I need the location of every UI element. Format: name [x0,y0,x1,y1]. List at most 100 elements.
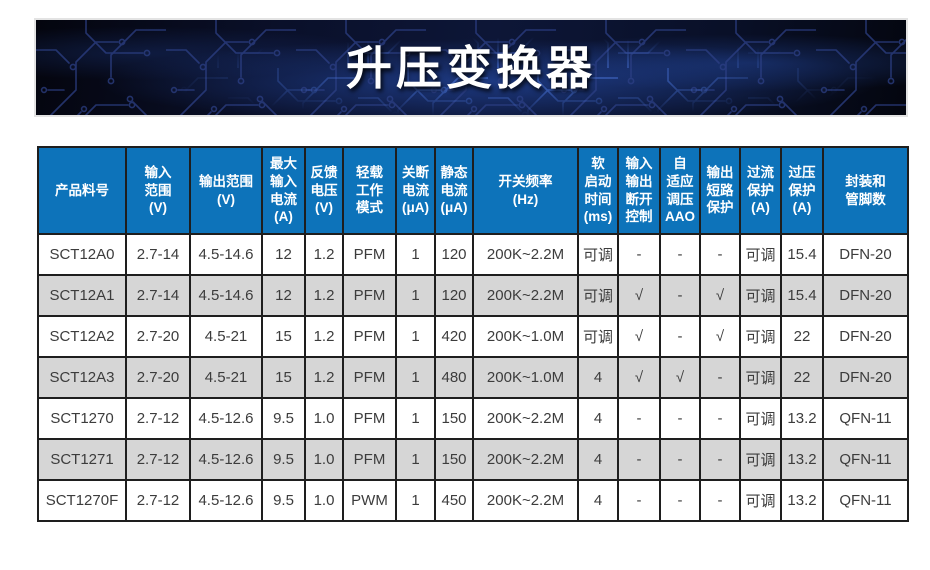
part-number: SCT1270F [37,479,127,522]
cell-adaptive_aao: - [659,397,701,440]
cell-output_short_protection: √ [699,315,741,358]
cell-io_disconnect_control: √ [617,356,661,399]
boost-converter-spec-table: 产品料号 输入 范围 (V) 输出范围 (V) 最大 输入 电流 (A) 反馈 电压 (… [37,146,909,522]
cell-output_range: 4.5-12.6 [189,397,263,440]
cell-input_range: 2.7-14 [125,274,191,317]
cell-adaptive_aao: - [659,274,701,317]
cell-max_input_current: 9.5 [261,479,306,522]
cell-io_disconnect_control: √ [617,315,661,358]
cell-max_input_current: 15 [261,315,306,358]
cell-input_range: 2.7-12 [125,397,191,440]
cell-io_disconnect_control: - [617,438,661,481]
table-row-SCT1270F: SCT1270F 2.7-12 4.5-12.6 9.5 1.0 PWM 1 450 200K~… [37,479,909,522]
cell-light_load_mode: PFM [342,438,397,481]
column-header-io_disconnect_control: 输入 输出 断开 控制 [617,146,661,235]
banner: 升压变换器 [34,18,908,117]
cell-io_disconnect_control: - [617,233,661,276]
cell-quiescent_current: 150 [434,397,474,440]
cell-adaptive_aao: - [659,233,701,276]
table-header-row: 产品料号 输入 范围 (V) 输出范围 (V) 最大 输入 电流 (A) 反馈 电压 (… [37,146,909,235]
part-number: SCT1270 [37,397,127,440]
column-header-overcurrent_protection: 过流 保护 (A) [739,146,782,235]
cell-package_pins: DFN-20 [822,274,909,317]
column-header-feedback_voltage: 反馈 电压 (V) [304,146,344,235]
cell-package_pins: QFN-11 [822,397,909,440]
table-row-SCT1270: SCT1270 2.7-12 4.5-12.6 9.5 1.0 PFM 1 150 200K~2… [37,397,909,440]
cell-adaptive_aao: √ [659,356,701,399]
cell-output_short_protection: - [699,233,741,276]
cell-output_range: 4.5-21 [189,315,263,358]
cell-light_load_mode: PFM [342,397,397,440]
cell-output_short_protection: √ [699,274,741,317]
cell-feedback_voltage: 1.2 [304,356,344,399]
cell-overcurrent_protection: 可调 [739,315,782,358]
column-header-switching_frequency: 开关频率 (Hz) [472,146,579,235]
cell-shutdown_current: 1 [395,397,436,440]
cell-switching_frequency: 200K~2.2M [472,397,579,440]
part-number: SCT12A0 [37,233,127,276]
cell-soft_start_time: 4 [577,479,619,522]
cell-adaptive_aao: - [659,479,701,522]
cell-light_load_mode: PWM [342,479,397,522]
part-number: SCT12A2 [37,315,127,358]
cell-quiescent_current: 150 [434,438,474,481]
cell-input_range: 2.7-20 [125,356,191,399]
part-number: SCT12A1 [37,274,127,317]
cell-output_short_protection: - [699,397,741,440]
cell-soft_start_time: 可调 [577,274,619,317]
cell-overvoltage_protection: 22 [780,315,824,358]
column-header-light_load_mode: 轻载 工作 模式 [342,146,397,235]
cell-package_pins: DFN-20 [822,315,909,358]
cell-switching_frequency: 200K~2.2M [472,479,579,522]
cell-adaptive_aao: - [659,315,701,358]
cell-shutdown_current: 1 [395,356,436,399]
part-number: SCT1271 [37,438,127,481]
cell-overcurrent_protection: 可调 [739,479,782,522]
cell-soft_start_time: 4 [577,356,619,399]
cell-output_range: 4.5-12.6 [189,479,263,522]
circuit-board-pattern-decoration [36,20,906,115]
cell-input_range: 2.7-14 [125,233,191,276]
table-row-SCT12A2: SCT12A2 2.7-20 4.5-21 15 1.2 PFM 1 420 200K~1.0M… [37,315,909,358]
cell-max_input_current: 12 [261,274,306,317]
column-header-max_input_current: 最大 输入 电流 (A) [261,146,306,235]
cell-overvoltage_protection: 22 [780,356,824,399]
cell-package_pins: QFN-11 [822,479,909,522]
column-header-quiescent_current: 静态 电流 (μA) [434,146,474,235]
cell-max_input_current: 9.5 [261,438,306,481]
cell-input_range: 2.7-20 [125,315,191,358]
cell-soft_start_time: 可调 [577,315,619,358]
cell-feedback_voltage: 1.0 [304,479,344,522]
cell-output_short_protection: - [699,356,741,399]
cell-quiescent_current: 120 [434,233,474,276]
cell-output_range: 4.5-14.6 [189,233,263,276]
table-row-SCT12A3: SCT12A3 2.7-20 4.5-21 15 1.2 PFM 1 480 200K~1.0M… [37,356,909,399]
cell-overvoltage_protection: 13.2 [780,397,824,440]
cell-feedback_voltage: 1.2 [304,274,344,317]
cell-overcurrent_protection: 可调 [739,397,782,440]
cell-output_range: 4.5-12.6 [189,438,263,481]
cell-max_input_current: 12 [261,233,306,276]
cell-soft_start_time: 4 [577,397,619,440]
cell-package_pins: QFN-11 [822,438,909,481]
cell-light_load_mode: PFM [342,233,397,276]
cell-feedback_voltage: 1.2 [304,233,344,276]
cell-switching_frequency: 200K~2.2M [472,438,579,481]
cell-shutdown_current: 1 [395,233,436,276]
table-row-SCT12A0: SCT12A0 2.7-14 4.5-14.6 12 1.2 PFM 1 120 200K~2.… [37,233,909,276]
cell-overvoltage_protection: 13.2 [780,479,824,522]
cell-shutdown_current: 1 [395,274,436,317]
cell-shutdown_current: 1 [395,479,436,522]
cell-output_short_protection: - [699,438,741,481]
cell-input_range: 2.7-12 [125,438,191,481]
cell-overcurrent_protection: 可调 [739,274,782,317]
cell-switching_frequency: 200K~1.0M [472,315,579,358]
cell-output_short_protection: - [699,479,741,522]
cell-overcurrent_protection: 可调 [739,356,782,399]
cell-shutdown_current: 1 [395,438,436,481]
cell-light_load_mode: PFM [342,356,397,399]
cell-light_load_mode: PFM [342,315,397,358]
cell-io_disconnect_control: - [617,479,661,522]
cell-io_disconnect_control: - [617,397,661,440]
